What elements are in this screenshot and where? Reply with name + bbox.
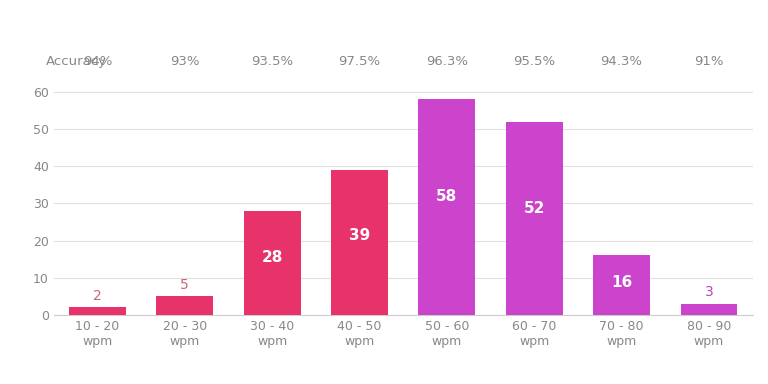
Bar (506, 122, 563, 315)
Bar (419, 99, 475, 315)
Text: 93.5%: 93.5% (251, 55, 293, 68)
Bar (243, 211, 300, 315)
Text: 3: 3 (704, 285, 713, 299)
Bar (331, 170, 388, 315)
Text: 16: 16 (611, 275, 632, 290)
Text: 96.3%: 96.3% (426, 55, 468, 68)
Text: 93%: 93% (170, 55, 200, 68)
Bar (157, 296, 214, 315)
Text: Accuracy: Accuracy (46, 55, 107, 68)
Text: 28: 28 (261, 250, 283, 265)
Text: 5: 5 (180, 278, 189, 292)
Text: 91%: 91% (694, 55, 723, 68)
Text: 95.5%: 95.5% (513, 55, 555, 68)
Text: 52: 52 (524, 201, 545, 216)
Text: 94%: 94% (83, 55, 112, 68)
Bar (69, 308, 126, 315)
Bar (593, 255, 650, 315)
Text: 97.5%: 97.5% (339, 55, 381, 68)
Text: 58: 58 (436, 189, 458, 204)
Text: 94.3%: 94.3% (601, 55, 643, 68)
Text: 2: 2 (93, 289, 102, 303)
Text: 39: 39 (349, 228, 370, 243)
Bar (680, 304, 737, 315)
